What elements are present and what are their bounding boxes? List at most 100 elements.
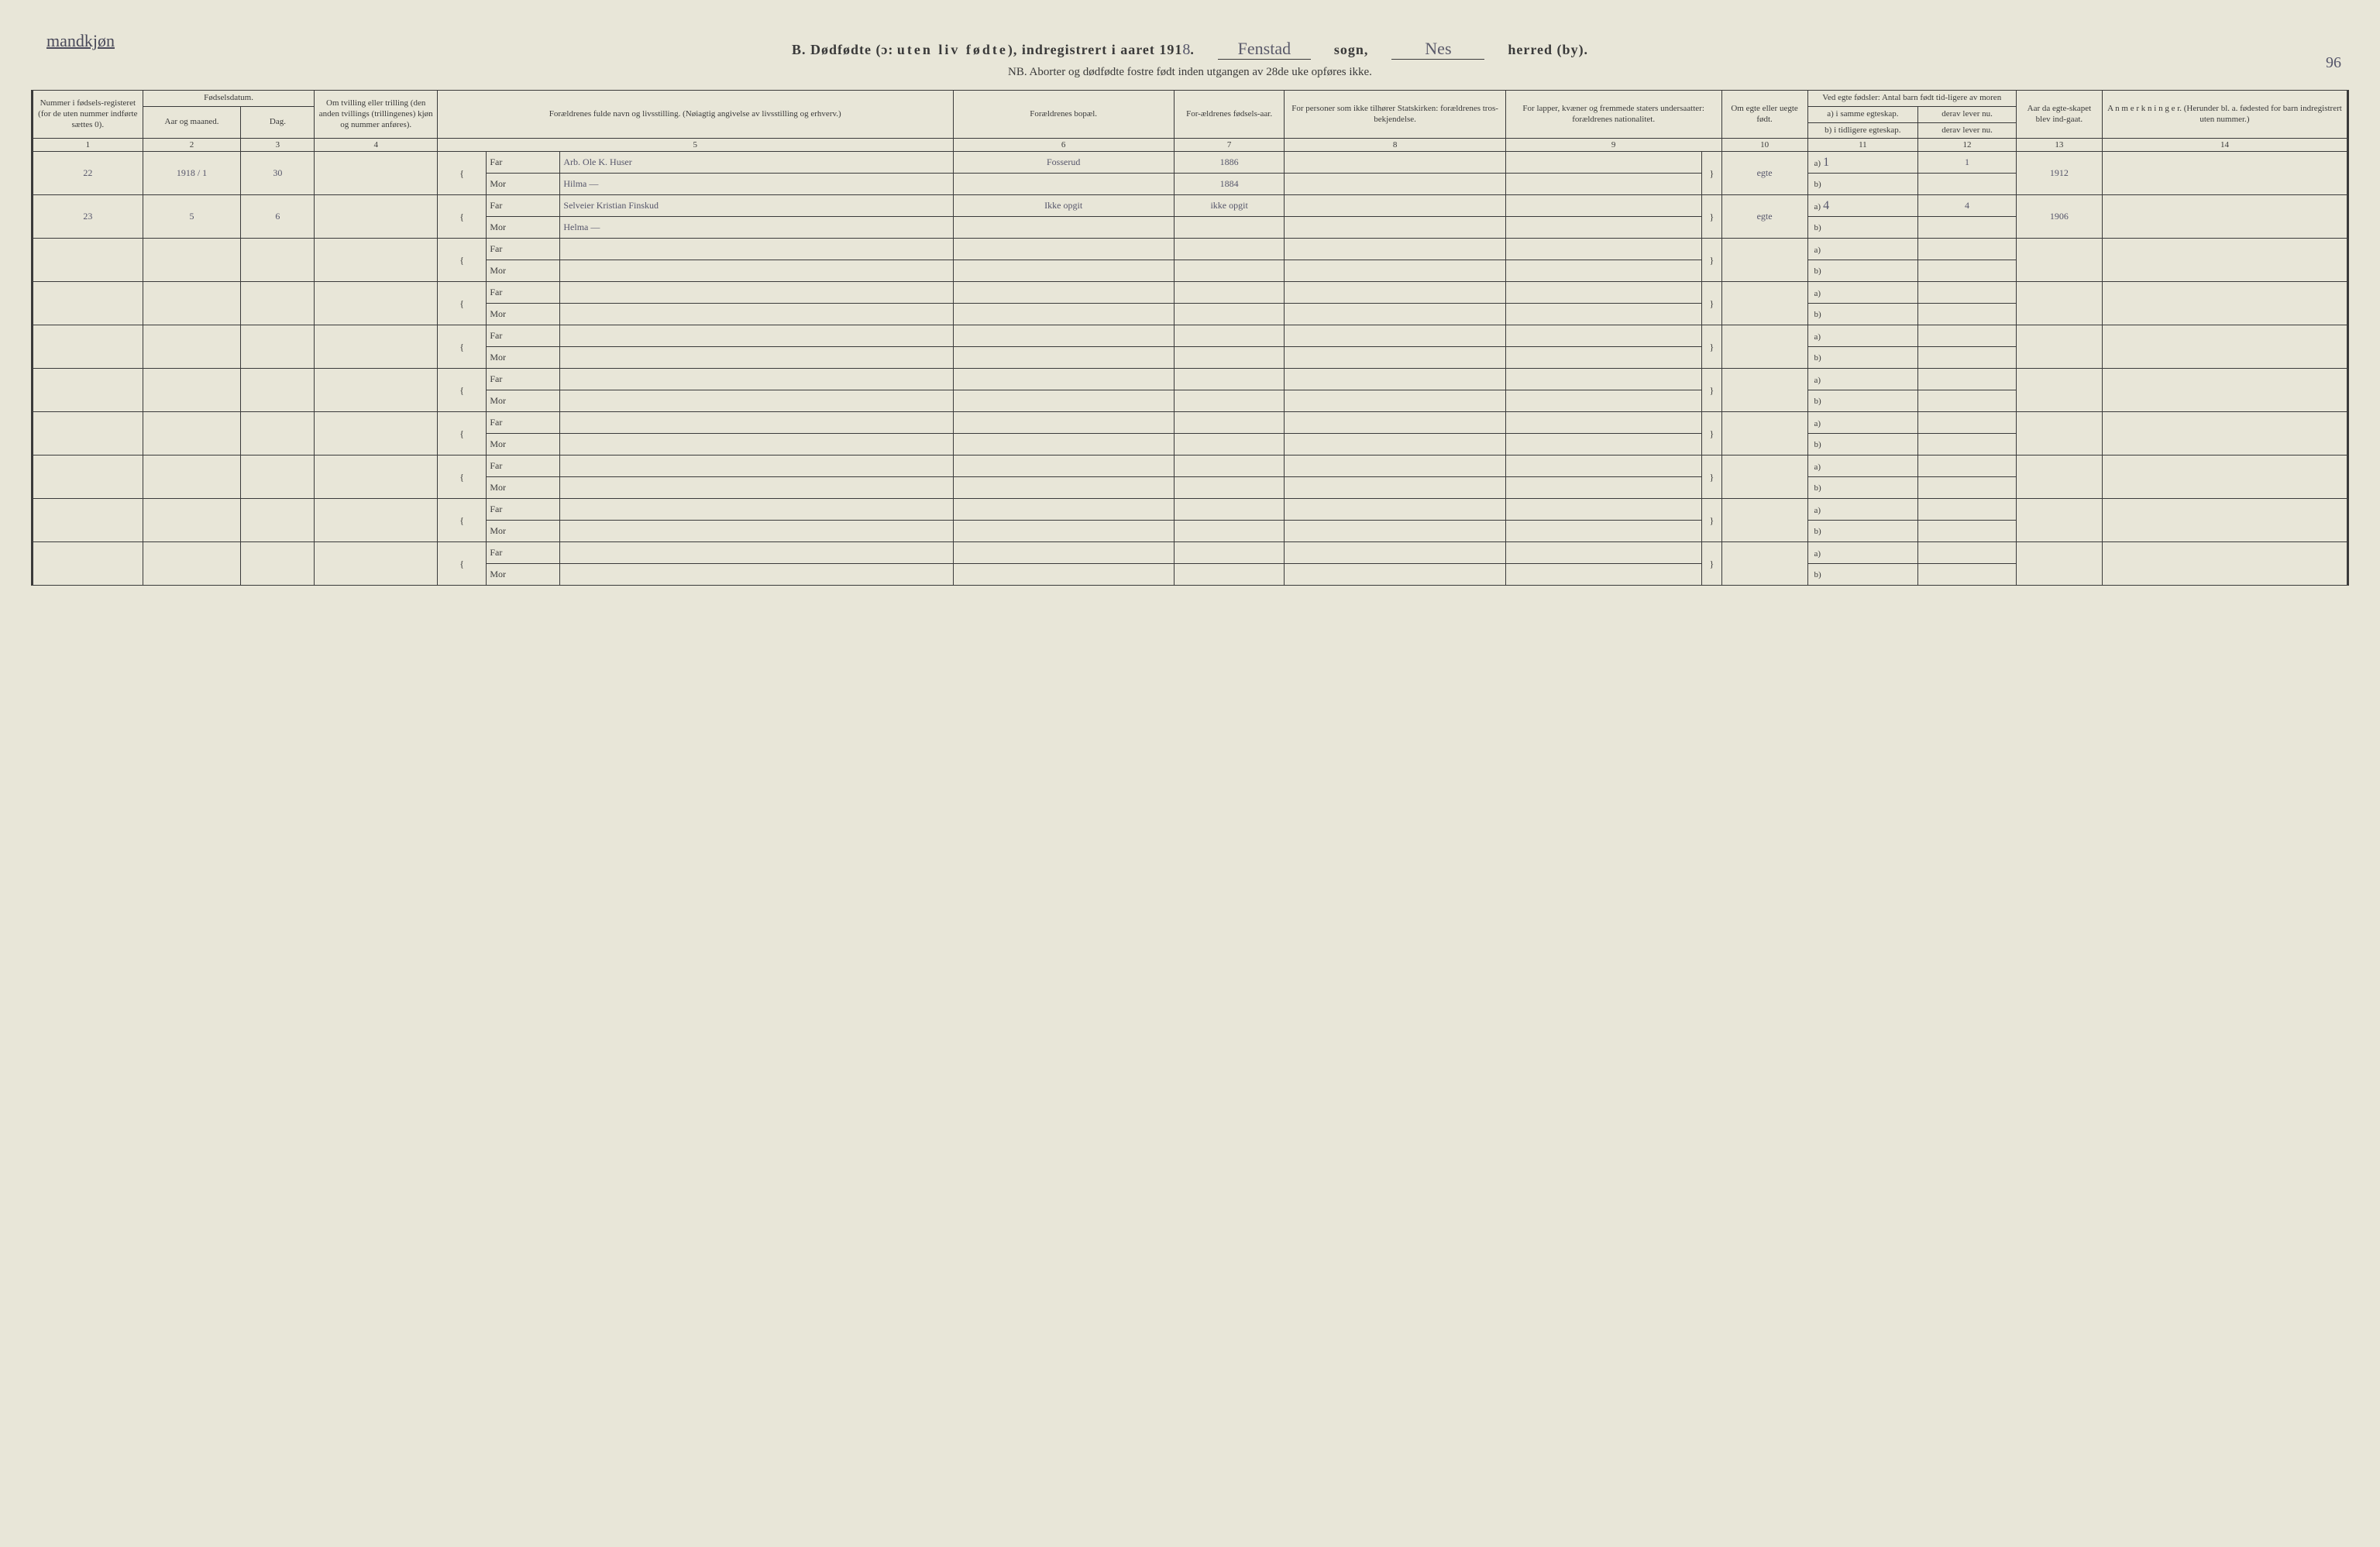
cell-far-aar bbox=[1174, 369, 1285, 390]
brace-left-icon: { bbox=[437, 499, 486, 542]
cell-egte: egte bbox=[1721, 152, 1807, 195]
cell-anm bbox=[2102, 325, 2347, 369]
cell-num bbox=[33, 369, 143, 412]
cell-far-name bbox=[560, 239, 953, 260]
brace-left-icon: { bbox=[437, 325, 486, 369]
cell-mor-aar bbox=[1174, 304, 1285, 325]
cell-nat bbox=[1505, 369, 1702, 390]
header-col10: Om egte eller uegte født. bbox=[1721, 91, 1807, 139]
label-far: Far bbox=[487, 542, 560, 564]
label-far: Far bbox=[487, 325, 560, 347]
cell-12b bbox=[1918, 564, 2017, 586]
register-table: Nummer i fødsels-registeret (for de uten… bbox=[31, 90, 2349, 586]
brace-left-icon: { bbox=[437, 195, 486, 239]
cell-bopael-mor bbox=[953, 174, 1174, 195]
cell-anm bbox=[2102, 195, 2347, 239]
cell-anm bbox=[2102, 499, 2347, 542]
cell-11b: b) bbox=[1807, 564, 1918, 586]
cell-nat-mor bbox=[1505, 174, 1702, 195]
cell-far-aar bbox=[1174, 542, 1285, 564]
cell-aar-egteskap bbox=[2016, 542, 2102, 586]
colnum: 10 bbox=[1721, 139, 1807, 152]
header-col11a: a) i samme egteskap. bbox=[1807, 106, 1918, 122]
cell-day: 6 bbox=[241, 195, 315, 239]
cell-11a: a) 1 bbox=[1807, 152, 1918, 174]
title-row: B. Dødfødte (ɔ: uten liv fødte), indregi… bbox=[31, 39, 2349, 60]
header-col3: Dag. bbox=[241, 106, 315, 139]
cell-11b: b) bbox=[1807, 521, 1918, 542]
cell-12b bbox=[1918, 217, 2017, 239]
subtitle: NB. Aborter og dødfødte fostre født inde… bbox=[31, 66, 2349, 79]
cell-tros bbox=[1285, 325, 1505, 347]
herred-value: Nes bbox=[1391, 39, 1484, 60]
brace-left-icon: { bbox=[437, 369, 486, 412]
cell-mor-name: Hilma — bbox=[560, 174, 953, 195]
brace-right-icon: } bbox=[1702, 542, 1721, 586]
label-mor: Mor bbox=[487, 217, 560, 239]
cell-11b: b) bbox=[1807, 304, 1918, 325]
cell-12a bbox=[1918, 282, 2017, 304]
cell-nat bbox=[1505, 282, 1702, 304]
label-mor: Mor bbox=[487, 174, 560, 195]
brace-right-icon: } bbox=[1702, 152, 1721, 195]
register-page: mandkjøn 96 B. Dødfødte (ɔ: uten liv fød… bbox=[31, 39, 2349, 586]
brace-left-icon: { bbox=[437, 542, 486, 586]
header-col6: Forældrenes bopæl. bbox=[953, 91, 1174, 139]
cell-11b: b) bbox=[1807, 260, 1918, 282]
cell-tros bbox=[1285, 152, 1505, 174]
cell-far-name bbox=[560, 325, 953, 347]
colnum: 7 bbox=[1174, 139, 1285, 152]
header-col14: A n m e r k n i n g e r. (Herunder bl. a… bbox=[2102, 91, 2347, 139]
cell-mor-name bbox=[560, 434, 953, 456]
cell-tvilling bbox=[315, 282, 437, 325]
cell-nat bbox=[1505, 412, 1702, 434]
cell-bopael bbox=[953, 369, 1174, 390]
colnum: 8 bbox=[1285, 139, 1505, 152]
label-mor: Mor bbox=[487, 434, 560, 456]
cell-aar-egteskap bbox=[2016, 369, 2102, 412]
cell-12a: 1 bbox=[1918, 152, 2017, 174]
cell-day bbox=[241, 239, 315, 282]
cell-bopael-mor bbox=[953, 217, 1174, 239]
cell-tros bbox=[1285, 542, 1505, 564]
cell-far-aar bbox=[1174, 412, 1285, 434]
cell-bopael bbox=[953, 542, 1174, 564]
cell-far-name: Selveier Kristian Finskud bbox=[560, 195, 953, 217]
cell-12b bbox=[1918, 260, 2017, 282]
cell-far-name: Arb. Ole K. Huser bbox=[560, 152, 953, 174]
colnum: 4 bbox=[315, 139, 437, 152]
cell-egte bbox=[1721, 542, 1807, 586]
cell-tros-mor bbox=[1285, 304, 1505, 325]
brace-left-icon: { bbox=[437, 456, 486, 499]
cell-bopael-mor bbox=[953, 477, 1174, 499]
cell-tvilling bbox=[315, 456, 437, 499]
cell-egte bbox=[1721, 282, 1807, 325]
colnum: 2 bbox=[143, 139, 241, 152]
cell-mor-name bbox=[560, 477, 953, 499]
cell-nat bbox=[1505, 152, 1702, 174]
header-col8: For personer som ikke tilhører Statskirk… bbox=[1285, 91, 1505, 139]
colnum: 11 bbox=[1807, 139, 1918, 152]
table-header: Nummer i fødsels-registeret (for de uten… bbox=[33, 91, 2348, 152]
cell-tros-mor bbox=[1285, 521, 1505, 542]
cell-mor-name bbox=[560, 347, 953, 369]
brace-left-icon: { bbox=[437, 239, 486, 282]
cell-bopael bbox=[953, 412, 1174, 434]
cell-12b bbox=[1918, 304, 2017, 325]
cell-mor-aar bbox=[1174, 217, 1285, 239]
cell-12a bbox=[1918, 542, 2017, 564]
cell-far-aar bbox=[1174, 325, 1285, 347]
cell-bopael-mor bbox=[953, 390, 1174, 412]
cell-num bbox=[33, 499, 143, 542]
colnum: 5 bbox=[437, 139, 953, 152]
cell-bopael: Fosserud bbox=[953, 152, 1174, 174]
cell-11b: b) bbox=[1807, 390, 1918, 412]
brace-left-icon: { bbox=[437, 412, 486, 456]
cell-far-name bbox=[560, 542, 953, 564]
cell-nat bbox=[1505, 499, 1702, 521]
colnum: 1 bbox=[33, 139, 143, 152]
cell-bopael: Ikke opgit bbox=[953, 195, 1174, 217]
sogn-label: sogn, bbox=[1334, 42, 1369, 58]
cell-nat bbox=[1505, 542, 1702, 564]
cell-mor-name bbox=[560, 564, 953, 586]
